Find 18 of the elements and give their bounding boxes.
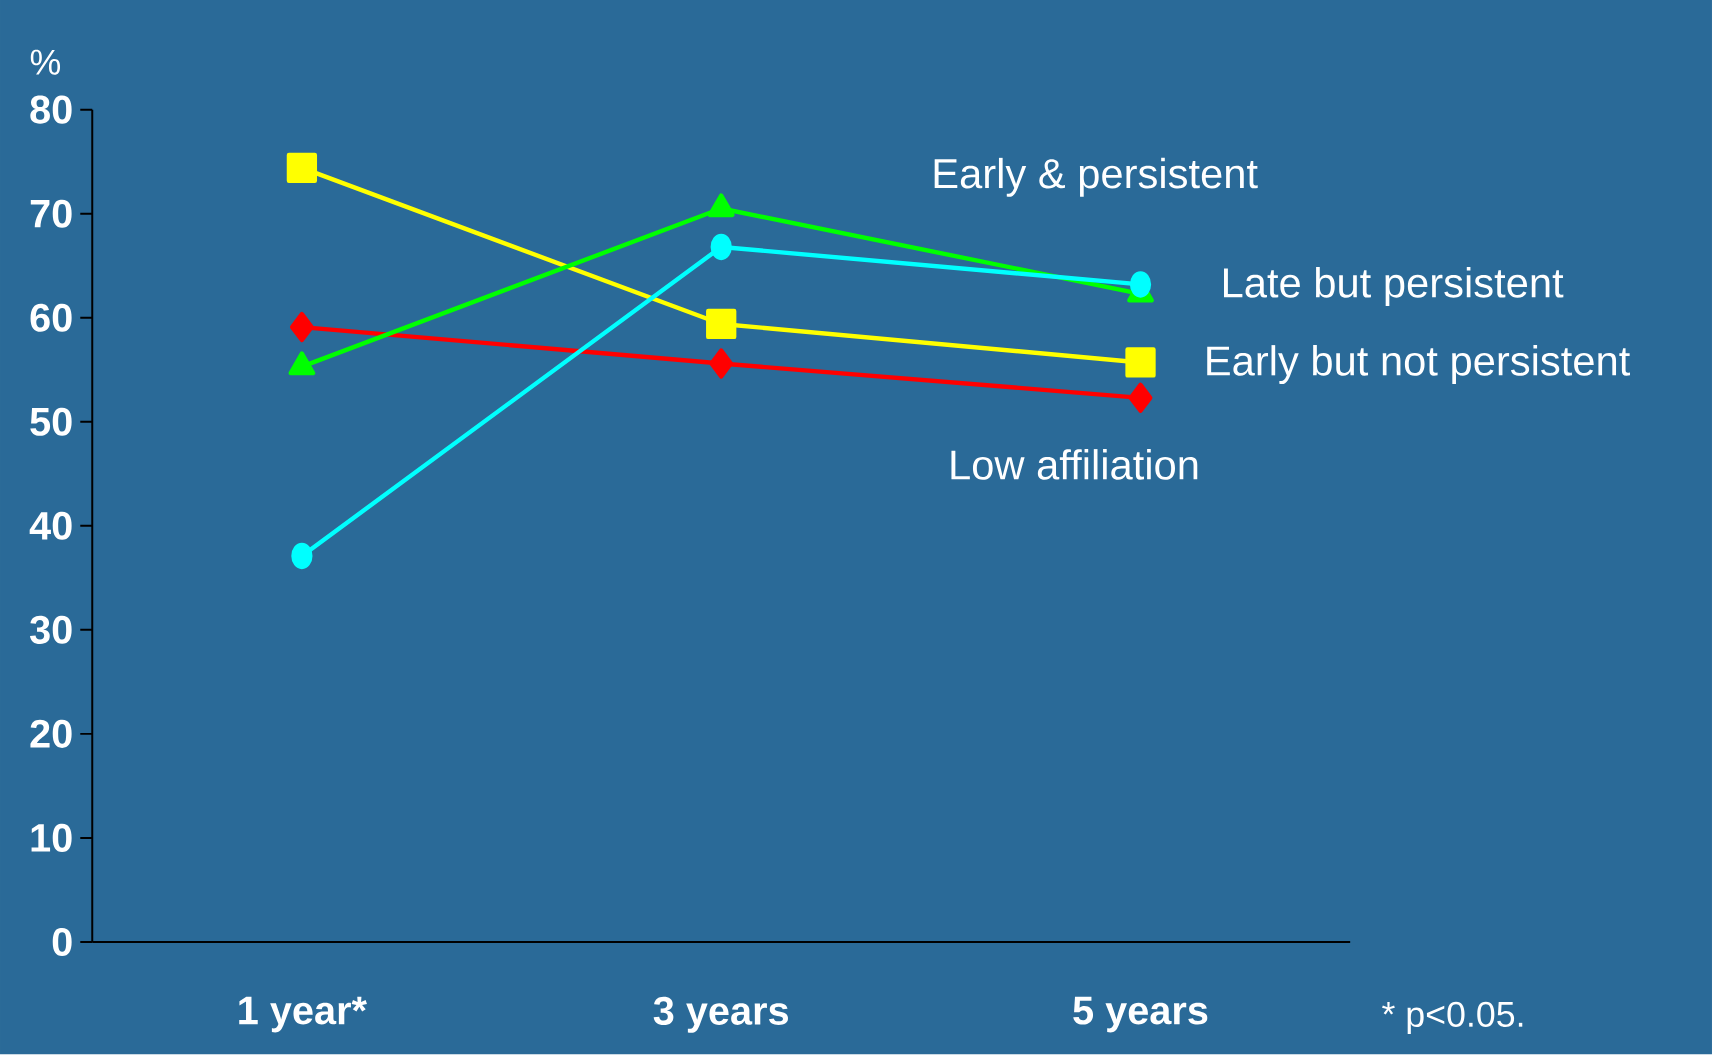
x-tick-label: 3 years — [653, 997, 788, 1033]
x-tick-label: 1 year* — [239, 997, 367, 1033]
series-label: Low affiliation — [951, 449, 1198, 480]
y-tick-label: 0 — [52, 928, 72, 957]
y-tick-label: 10 — [31, 824, 72, 853]
y-tick-label: 50 — [30, 407, 72, 437]
y-tick-label: 60 — [30, 303, 72, 332]
y-tick-label: 70 — [30, 199, 72, 228]
series-label: Early & persistent — [934, 158, 1258, 197]
series-label: Early but not persistent — [1207, 345, 1630, 385]
legend-label: Late but persistent — [1224, 267, 1564, 307]
y-tick-label: 20 — [30, 720, 72, 749]
y-tick-label: 80 — [30, 95, 72, 124]
text: * p<0.05. — [1382, 1001, 1523, 1035]
y-tick-label: 30 — [29, 615, 72, 645]
y-tick-label: 40 — [29, 511, 72, 541]
x-tick-label: 5 years — [1073, 997, 1208, 1033]
y-axis-title: % — [30, 49, 61, 75]
